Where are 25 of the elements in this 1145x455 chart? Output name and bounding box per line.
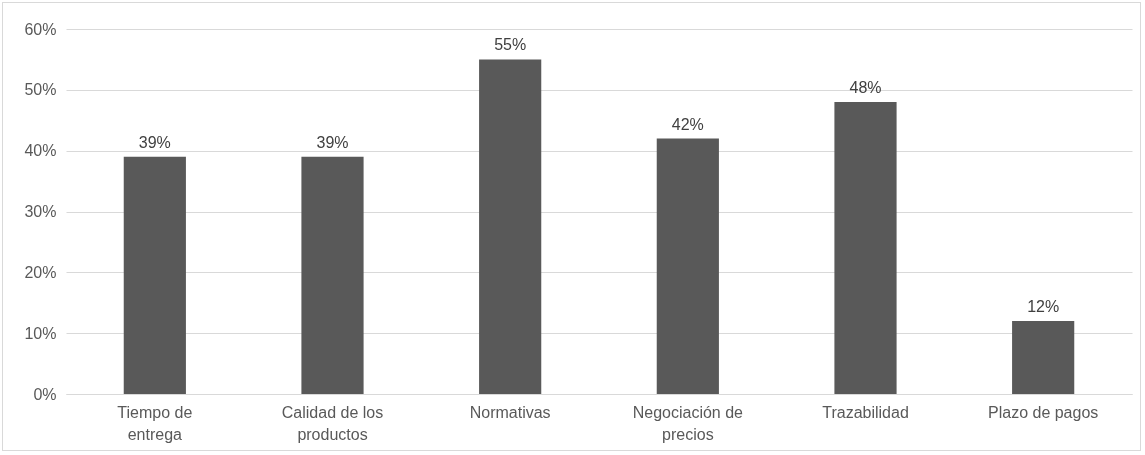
data-label: 48% <box>849 79 882 96</box>
x-tick-label: Negociación de precios <box>632 403 744 443</box>
data-label: 12% <box>1027 298 1060 315</box>
bar <box>834 102 897 394</box>
bar <box>1012 321 1075 394</box>
y-tick-label: 50% <box>24 81 57 99</box>
bar <box>479 59 542 394</box>
y-tick-label: 0% <box>33 385 57 403</box>
x-tick-label: Tiempo de entrega <box>117 403 193 443</box>
bar <box>656 138 719 394</box>
y-tick-label: 60% <box>24 20 57 38</box>
y-tick-label: 20% <box>24 263 57 281</box>
x-tick-label: Plazo de pagos <box>988 403 1099 421</box>
bar <box>123 156 186 394</box>
y-tick-label: 30% <box>24 203 57 220</box>
x-tick-label: Trazabilidad <box>822 403 909 421</box>
data-label: 42% <box>671 115 704 133</box>
y-tick-label: 10% <box>24 324 57 342</box>
data-label: 55% <box>494 36 527 54</box>
data-label: 39% <box>316 133 349 151</box>
data-label: 39% <box>138 133 171 151</box>
bar <box>301 156 364 394</box>
x-tick-label: Normativas <box>469 403 551 421</box>
x-tick-label: Calidad de los productos <box>281 403 384 443</box>
y-tick-label: 40% <box>24 142 57 160</box>
